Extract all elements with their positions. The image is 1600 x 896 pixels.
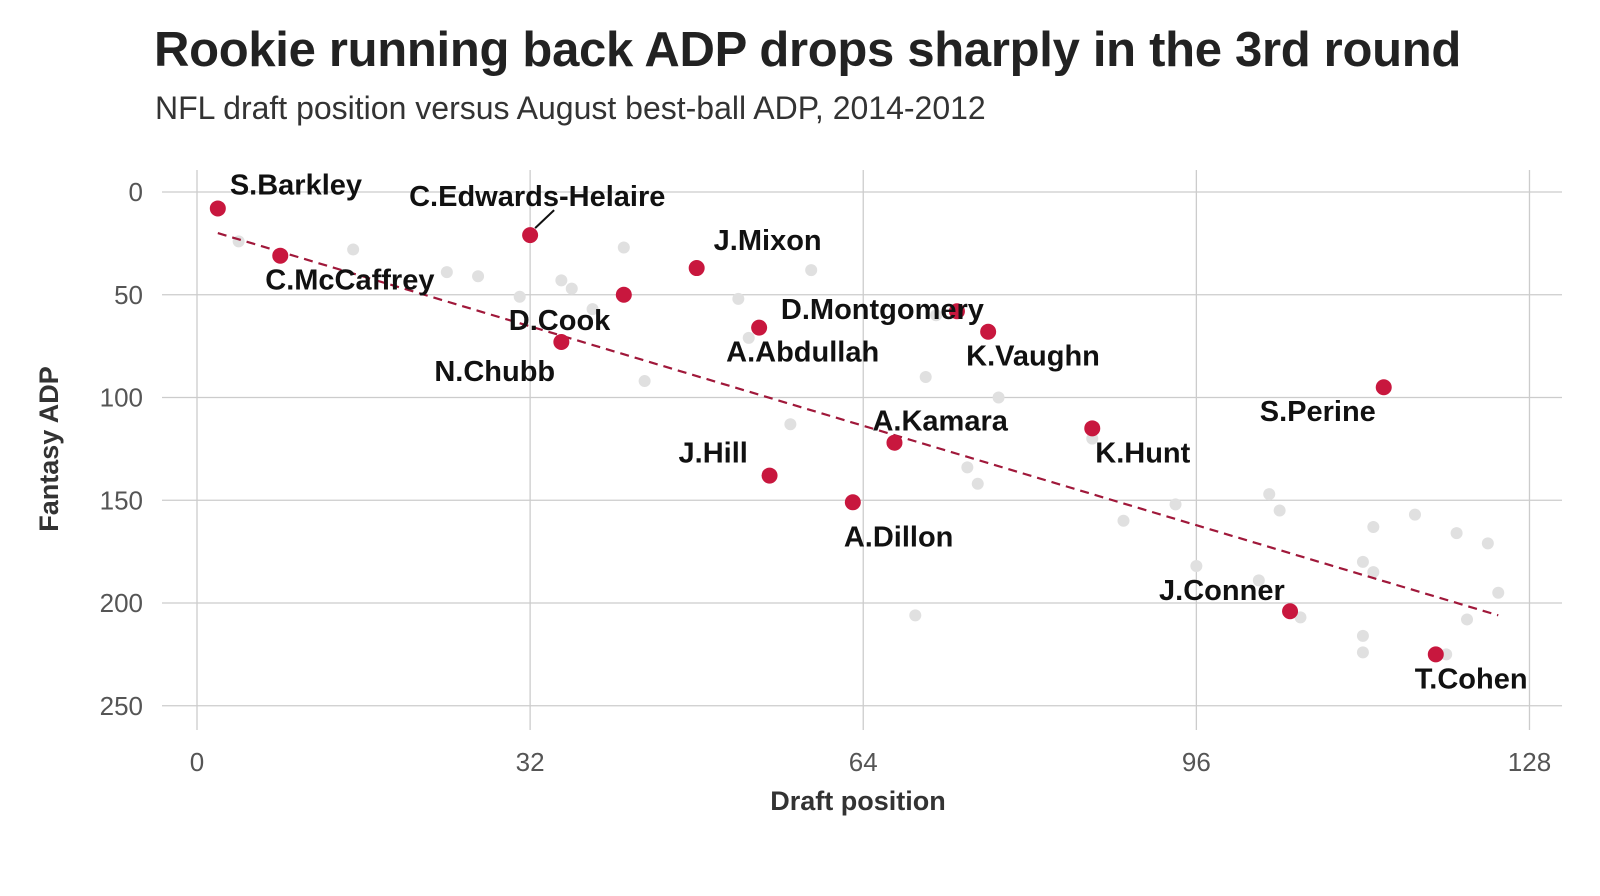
highlighted-points xyxy=(209,200,1444,663)
axis-ticks: 0 32 64 96 128 0 50 100 150 200 250 xyxy=(100,177,1552,777)
background-point xyxy=(1117,514,1130,527)
point-label: S.Perine xyxy=(1260,396,1376,428)
y-tick-label: 200 xyxy=(100,588,143,618)
background-point xyxy=(555,274,568,287)
y-tick-label: 100 xyxy=(100,383,143,413)
point-label: K.Hunt xyxy=(1095,437,1190,469)
background-point xyxy=(440,266,453,279)
y-axis-title: Fantasy ADP xyxy=(34,366,64,532)
background-point xyxy=(1190,560,1203,573)
background-point xyxy=(586,303,599,316)
trend-line-group xyxy=(217,232,1499,617)
background-point xyxy=(617,241,630,254)
highlight-point xyxy=(209,200,226,217)
background-point xyxy=(909,609,922,622)
background-point xyxy=(1356,629,1369,642)
highlight-point xyxy=(1427,646,1444,663)
highlight-point xyxy=(980,323,997,340)
background-point xyxy=(1252,574,1265,587)
background-point xyxy=(638,375,651,388)
x-tick-label: 0 xyxy=(190,747,204,777)
background-points xyxy=(232,235,1505,661)
highlight-point xyxy=(844,494,861,511)
point-label: N.Chubb xyxy=(434,356,555,388)
highlight-point xyxy=(1282,603,1299,620)
background-point xyxy=(1356,646,1369,659)
highlight-point xyxy=(1084,420,1101,437)
y-tick-label: 0 xyxy=(129,177,143,207)
x-tick-label: 128 xyxy=(1508,747,1551,777)
highlight-point xyxy=(886,434,903,451)
highlight-point xyxy=(615,286,632,303)
point-label: C.McCaffrey xyxy=(265,265,434,297)
highlight-point xyxy=(751,319,768,336)
background-point xyxy=(784,418,797,431)
highlight-point xyxy=(522,227,539,244)
x-axis-title: Draft position xyxy=(770,786,946,816)
background-point xyxy=(1461,613,1474,626)
point-label: J.Conner xyxy=(1159,575,1285,607)
background-point xyxy=(1481,537,1494,550)
background-point xyxy=(1367,520,1380,533)
background-point xyxy=(1367,566,1380,579)
background-point xyxy=(1356,555,1369,568)
background-point xyxy=(742,331,755,344)
y-tick-label: 150 xyxy=(100,485,143,515)
point-label: J.Mixon xyxy=(714,225,822,257)
x-tick-label: 96 xyxy=(1182,747,1211,777)
y-tick-label: 50 xyxy=(114,280,143,310)
highlight-point xyxy=(1375,379,1392,396)
x-tick-label: 32 xyxy=(516,747,545,777)
highlight-point xyxy=(553,334,570,351)
point-label: J.Hill xyxy=(679,438,748,470)
background-point xyxy=(1408,508,1421,521)
background-point xyxy=(1450,527,1463,540)
background-point xyxy=(930,309,943,322)
background-point xyxy=(1263,488,1276,501)
highlight-point xyxy=(761,467,778,484)
y-tick-label: 250 xyxy=(100,691,143,721)
background-point xyxy=(513,290,526,303)
background-point xyxy=(732,292,745,305)
background-point xyxy=(1492,586,1505,599)
point-label: T.Cohen xyxy=(1415,663,1528,695)
point-label: A.Abdullah xyxy=(726,337,879,369)
background-point xyxy=(992,391,1005,404)
chart-subtitle: NFL draft position versus August best-ba… xyxy=(155,90,986,126)
highlight-point xyxy=(272,247,289,264)
background-point xyxy=(347,243,360,256)
background-point xyxy=(961,461,974,474)
point-labels: S.Barkley C.McCaffrey C.Edwards-Helaire J.M… xyxy=(230,169,1528,695)
trend-line xyxy=(217,232,1499,617)
x-tick-label: 64 xyxy=(849,747,878,777)
grid-lines xyxy=(162,170,1562,730)
chart-title: Rookie running back ADP drops sharply in… xyxy=(154,23,1461,77)
point-label: D.Montgomery xyxy=(781,294,984,326)
background-point xyxy=(919,370,932,383)
point-label: S.Barkley xyxy=(230,169,362,201)
point-label: A.Kamara xyxy=(872,406,1008,438)
point-label: K.Vaughn xyxy=(966,341,1100,373)
background-point xyxy=(1273,504,1286,517)
background-point xyxy=(472,270,485,283)
point-label: A.Dillon xyxy=(844,521,954,553)
background-point xyxy=(565,282,578,295)
background-point xyxy=(1169,498,1182,511)
highlight-point xyxy=(948,303,965,320)
point-label: D.Cook xyxy=(509,305,611,337)
background-point xyxy=(805,264,818,277)
label-leader-line xyxy=(534,209,555,229)
background-point xyxy=(971,477,984,490)
highlight-point xyxy=(688,260,705,277)
background-point xyxy=(1294,611,1307,624)
point-label: C.Edwards-Helaire xyxy=(409,181,665,213)
